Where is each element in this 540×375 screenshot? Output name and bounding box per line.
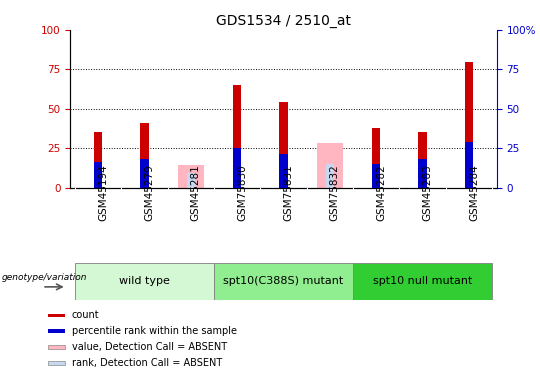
Bar: [178, 165, 204, 188]
Bar: [317, 143, 342, 188]
Bar: [353, 262, 492, 300]
Text: GSM45284: GSM45284: [469, 165, 479, 221]
Bar: [372, 128, 380, 188]
Bar: [233, 85, 241, 188]
Bar: [279, 102, 288, 188]
Bar: [140, 123, 148, 188]
Bar: [48, 330, 65, 333]
Text: count: count: [72, 310, 99, 321]
Text: rank, Detection Call = ABSENT: rank, Detection Call = ABSENT: [72, 358, 222, 368]
Text: GSM45281: GSM45281: [191, 165, 201, 221]
Title: GDS1534 / 2510_at: GDS1534 / 2510_at: [216, 13, 351, 28]
Text: GSM45283: GSM45283: [423, 165, 433, 221]
Bar: [48, 362, 65, 365]
Bar: [94, 162, 102, 188]
Text: GSM45282: GSM45282: [376, 165, 386, 221]
Text: GSM75830: GSM75830: [237, 165, 247, 221]
Text: wild type: wild type: [119, 276, 170, 286]
Text: spt10(C388S) mutant: spt10(C388S) mutant: [224, 276, 343, 286]
Bar: [48, 345, 65, 349]
Bar: [233, 148, 241, 188]
Text: GSM45279: GSM45279: [144, 165, 154, 221]
Bar: [372, 164, 380, 188]
Bar: [465, 62, 473, 188]
Bar: [326, 164, 334, 188]
Bar: [279, 154, 288, 188]
Bar: [140, 159, 148, 188]
Text: GSM75832: GSM75832: [330, 165, 340, 221]
Text: percentile rank within the sample: percentile rank within the sample: [72, 326, 237, 336]
Bar: [465, 142, 473, 188]
Bar: [187, 173, 195, 188]
Text: genotype/variation: genotype/variation: [2, 273, 87, 282]
Bar: [214, 262, 353, 300]
Bar: [94, 132, 102, 188]
Text: spt10 null mutant: spt10 null mutant: [373, 276, 472, 286]
Text: GSM45194: GSM45194: [98, 165, 108, 221]
Bar: [418, 159, 427, 188]
Bar: [48, 314, 65, 317]
Text: value, Detection Call = ABSENT: value, Detection Call = ABSENT: [72, 342, 227, 352]
Bar: [418, 132, 427, 188]
Bar: [75, 262, 214, 300]
Text: GSM75831: GSM75831: [284, 165, 294, 221]
